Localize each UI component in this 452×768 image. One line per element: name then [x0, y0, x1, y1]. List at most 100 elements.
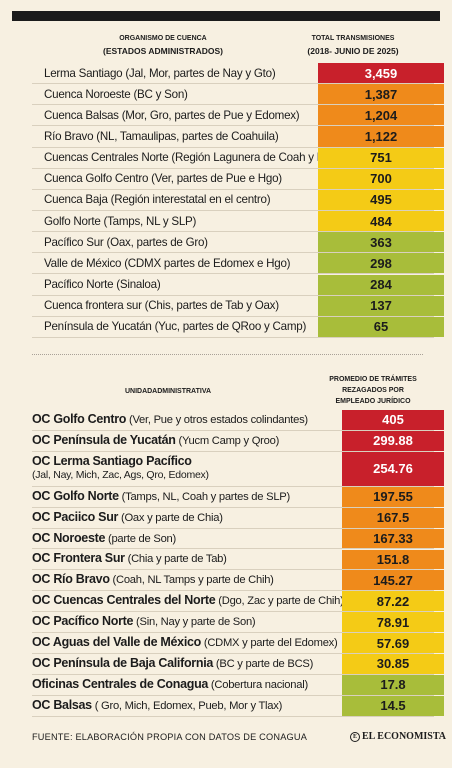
unit-name: OC Noroeste [32, 531, 106, 545]
table1-header-left-sub: (ESTADOS ADMINISTRADOS) [103, 46, 223, 56]
table1-header-left-title: ORGANISMO DE CUENCA [119, 35, 207, 42]
brand-name: EL ECONOMISTA [362, 731, 446, 742]
backlog-row: OC Aguas del Valle de México (CDMX y par… [32, 633, 444, 654]
unit-label: OC Pacífico Norte (Sin, Nay y parte de S… [32, 615, 434, 629]
backlog-value: 14.5 [342, 695, 444, 716]
backlog-value: 30.85 [342, 654, 444, 674]
transmissions-value: 137 [318, 295, 444, 316]
unit-label: OC Península de Yucatán (Yucm Camp y Qro… [32, 434, 434, 448]
backlog-value: 145.27 [342, 570, 444, 591]
basin-label: Golfo Norte (Tamps, NL y SLP) [44, 214, 197, 228]
table1-header-left: ORGANISMO DE CUENCA (ESTADOS ADMINISTRAD… [88, 33, 238, 57]
unit-label: OC Frontera Sur (Chia y parte de Tab) [32, 552, 434, 566]
transmissions-row: Cuenca Baja (Región interestatal en el c… [32, 189, 444, 212]
unit-detail: (Coah, NL Tamps y parte de Chih) [109, 574, 274, 587]
backlog-value: 197.55 [342, 486, 444, 507]
transmissions-row: Cuencas Centrales Norte (Región Lagunera… [32, 147, 444, 169]
unit-detail: (BC y parte de BCS) [213, 657, 314, 670]
basin-label: Cuenca frontera sur (Chis, partes de Tab… [44, 299, 279, 313]
backlog-value: 87.22 [342, 591, 444, 612]
unit-detail: (Chia y parte de Tab) [124, 553, 227, 566]
backlog-value: 17.8 [342, 674, 444, 695]
unit-name: OC Golfo Norte [32, 489, 119, 503]
unit-name: OC Frontera Sur [32, 552, 125, 566]
unit-label: OC Noroeste (parte de Son) [32, 532, 434, 546]
unit-label: Oficinas Centrales de Conagua (Cobertura… [32, 678, 434, 692]
backlog-row: OC Península de Baja California (BC y pa… [32, 654, 444, 675]
unit-label: OC Golfo Norte (Tamps, NL, Coah y partes… [32, 490, 434, 504]
unit-name: OC Aguas del Valle de México [32, 636, 201, 650]
backlog-row: OC Balsas ( Gro, Mich, Edomex, Pueb, Mor… [32, 695, 444, 717]
table1-header-right-sub: (2018- JUNIO DE 2025) [307, 46, 399, 56]
basin-label: Cuenca Golfo Centro (Ver, partes de Pue … [44, 172, 282, 186]
basin-label: Cuenca Baja (Región interestatal en el c… [44, 193, 271, 207]
unit-label: OC Lerma Santiago Pacífico (Jal, Nay, Mic… [32, 455, 434, 482]
unit-detail: (parte de Son) [105, 532, 176, 545]
basin-label: Lerma Santiago (Jal, Mor, partes de Nay … [44, 66, 276, 80]
transmissions-row: Pacífico Sur (Oax, partes de Gro) 363 [32, 232, 444, 254]
unit-detail: (Cobertura nacional) [208, 678, 308, 691]
transmissions-value: 363 [318, 232, 444, 253]
basin-label: Cuenca Noroeste (BC y Son) [44, 87, 188, 101]
table2-header-right-1: PROMEDIO DE TRÁMITES [329, 376, 417, 383]
backlog-value: 167.33 [342, 528, 444, 549]
transmissions-row: Golfo Norte (Tamps, NL y SLP) 484 [32, 211, 444, 233]
table2-header-right-2: REZAGADOS POR [342, 387, 404, 394]
backlog-row: OC Pacífico Norte (Sin, Nay y parte de S… [32, 612, 444, 634]
backlog-row: OC Frontera Sur (Chia y parte de Tab) 151… [32, 549, 444, 571]
backlog-value: 405 [342, 410, 444, 430]
transmissions-row: Cuenca Balsas (Mor, Gro, partes de Pue y… [32, 105, 444, 127]
transmissions-value: 484 [318, 211, 444, 232]
backlog-row: OC Paciico Sur (Oax y parte de Chia) 167.… [32, 507, 444, 529]
transmissions-row: Península de Yucatán (Yuc, partes de QRo… [32, 316, 444, 338]
backlog-value: 57.69 [342, 633, 444, 653]
transmissions-row: Cuenca Golfo Centro (Ver, partes de Pue … [32, 168, 444, 190]
table1-header-right: TOTAL TRANSMISIONES (2018- JUNIO DE 2025… [290, 33, 416, 57]
backlog-table: OC Golfo Centro (Ver, Pue y otros estado… [32, 410, 444, 726]
unit-name: OC Lerma Santiago Pacífico [32, 455, 192, 469]
transmissions-table: Lerma Santiago (Jal, Mor, partes de Nay … [32, 63, 444, 338]
unit-detail: (Sin, Nay y parte de Son) [133, 616, 256, 629]
unit-name: OC Península de Baja California [32, 656, 214, 670]
backlog-value: 299.88 [342, 430, 444, 451]
top-bar [12, 11, 440, 21]
unit-label: OC Balsas ( Gro, Mich, Edomex, Pueb, Mor… [32, 699, 434, 713]
basin-label: Pacífico Sur (Oax, partes de Gro) [44, 235, 208, 249]
unit-name: OC Paciico Sur [32, 510, 119, 524]
unit-label: OC Golfo Centro (Ver, Pue y otros estado… [32, 413, 434, 427]
transmissions-row: Cuenca frontera sur (Chis, partes de Tab… [32, 295, 444, 317]
unit-name: OC Río Bravo [32, 573, 110, 587]
transmissions-value: 3,459 [318, 63, 444, 84]
table1-header-right-title: TOTAL TRANSMISIONES [311, 35, 395, 42]
unit-detail: (Yucm Camp y Qroo) [175, 434, 280, 447]
section-divider [32, 354, 423, 355]
brand-logo: E EL ECONOMISTA [350, 731, 446, 742]
backlog-row: OC Cuencas Centrales del Norte (Dgo, Zac… [32, 591, 444, 613]
backlog-row: OC Golfo Norte (Tamps, NL, Coah y partes… [32, 486, 444, 508]
backlog-row: Oficinas Centrales de Conagua (Cobertura… [32, 674, 444, 696]
transmissions-row: Cuenca Noroeste (BC y Son) 1,387 [32, 84, 444, 106]
source-note: FUENTE: ELABORACIÓN PROPIA CON DATOS DE … [32, 732, 308, 742]
basin-label: Río Bravo (NL, Tamaulipas, partes de Coa… [44, 130, 279, 143]
unit-detail: (Oax y parte de Chia) [118, 511, 223, 524]
transmissions-row: Lerma Santiago (Jal, Mor, partes de Nay … [32, 63, 444, 85]
backlog-row: OC Lerma Santiago Pacífico (Jal, Nay, Mic… [32, 451, 444, 487]
transmissions-value: 751 [318, 147, 444, 168]
table2-header-right-3: EMPLEADO JURÍDICO [335, 398, 411, 405]
unit-detail: (Jal, Nay, Mich, Zac, Ags, Qro, Edomex) [32, 469, 209, 482]
basin-label: Valle de México (CDMX partes de Edomex e… [44, 256, 291, 270]
transmissions-value: 1,204 [318, 105, 444, 126]
unit-name: OC Golfo Centro [32, 412, 127, 426]
transmissions-value: 65 [318, 316, 444, 337]
basin-label: Península de Yucatán (Yuc, partes de QRo… [44, 320, 307, 334]
unit-detail: (CDMX y parte del Edomex) [200, 637, 338, 650]
backlog-row: OC Península de Yucatán (Yucm Camp y Qro… [32, 430, 444, 452]
transmissions-value: 284 [318, 274, 444, 295]
unit-detail: (Tamps, NL, Coah y partes de SLP) [118, 490, 291, 503]
unit-detail: (Dgo, Zac y parte de Chih) [215, 595, 344, 608]
transmissions-value: 1,122 [318, 126, 444, 147]
unit-name: OC Península de Yucatán [32, 433, 176, 447]
unit-label: OC Paciico Sur (Oax y parte de Chia) [32, 511, 434, 525]
transmissions-value: 1,387 [318, 84, 444, 105]
unit-name: OC Cuencas Centrales del Norte [32, 594, 216, 608]
